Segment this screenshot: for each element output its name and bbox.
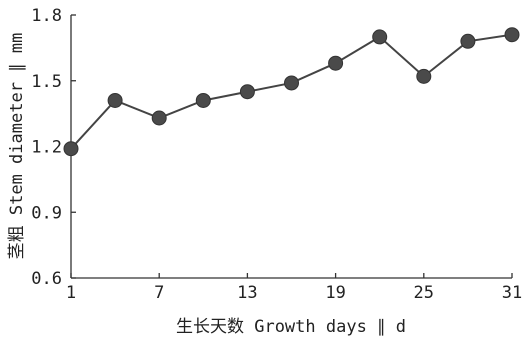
data-point — [195, 92, 211, 108]
data-point — [239, 84, 255, 100]
y-tick-label: 0.9 — [31, 203, 62, 223]
data-point — [328, 55, 344, 71]
data-point — [372, 29, 388, 45]
data-point — [107, 92, 123, 108]
data-point — [151, 110, 167, 126]
y-tick-label: 1.2 — [31, 138, 62, 158]
chart-axes — [70, 15, 512, 279]
x-tick-label: 1 — [66, 283, 76, 303]
x-tick-label: 25 — [414, 283, 434, 303]
y-tick-label: 1.5 — [31, 72, 62, 92]
x-tick-label: 7 — [154, 283, 164, 303]
x-tick-label: 13 — [237, 283, 257, 303]
x-axis-ticks: 1 7 13 19 25 31 — [66, 273, 522, 303]
x-axis-title: 生长天数 Growth days ∥ d — [176, 317, 406, 337]
x-tick-label: 31 — [502, 283, 522, 303]
data-point — [63, 141, 79, 157]
data-point — [416, 68, 432, 84]
y-axis-title: 茎粗 Stem diameter ∥ mm — [7, 33, 27, 260]
series-line — [70, 33, 513, 150]
data-point — [504, 27, 520, 43]
x-tick-label: 19 — [325, 283, 345, 303]
y-tick-label: 0.6 — [31, 269, 62, 289]
data-point — [460, 33, 476, 49]
y-axis-ticks: 0.6 0.9 1.2 1.5 1.8 — [31, 6, 76, 289]
series-group — [63, 27, 520, 157]
data-point — [284, 75, 299, 91]
y-tick-label: 1.8 — [31, 6, 62, 26]
